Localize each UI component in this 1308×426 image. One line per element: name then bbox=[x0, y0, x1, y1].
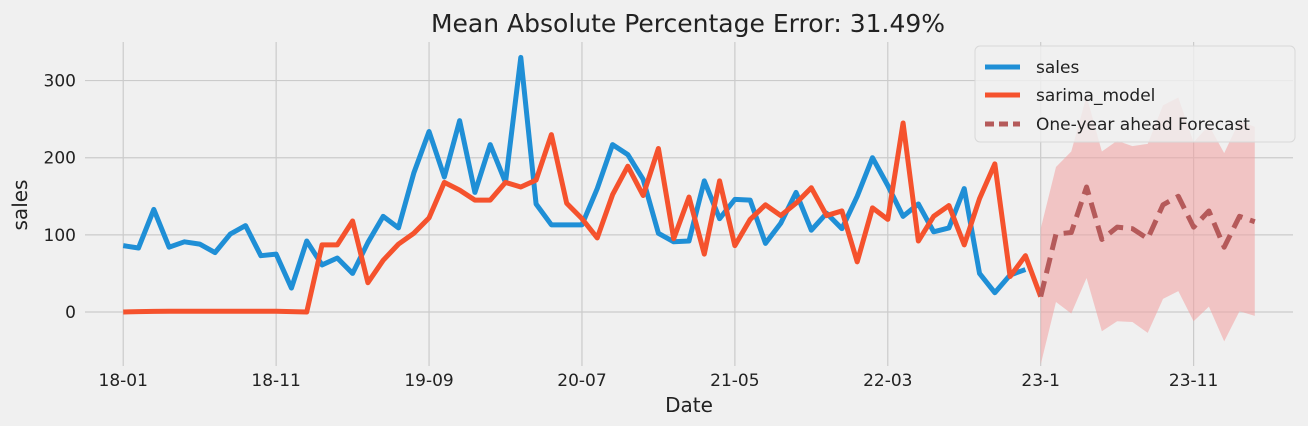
legend-label-sarima-model: sarima_model bbox=[1036, 86, 1155, 106]
legend-box bbox=[974, 45, 1296, 143]
y-tick-label: 100 bbox=[44, 226, 76, 246]
series-lines bbox=[122, 54, 1256, 315]
y-axis-label: sales bbox=[8, 180, 32, 231]
x-tick-label: 19-09 bbox=[404, 371, 453, 391]
x-tick-label: 22-03 bbox=[863, 371, 912, 391]
x-tick-label: 23-11 bbox=[1169, 371, 1218, 391]
x-tick-label: 18-01 bbox=[99, 371, 148, 391]
legend-label-sales: sales bbox=[1036, 58, 1079, 78]
y-tick-label: 0 bbox=[65, 303, 76, 323]
x-tick-labels: 18-01 18-11 19-09 20-07 21-05 22-03 23-1 23-11 bbox=[99, 371, 1219, 391]
forecast-line bbox=[1038, 184, 1256, 298]
forecast-confidence-band bbox=[1040, 96, 1255, 365]
sarima-model-line bbox=[123, 120, 1044, 315]
y-tick-label: 300 bbox=[44, 72, 76, 92]
x-tick-label: 18-11 bbox=[251, 371, 300, 391]
y-tick-labels: 0 100 200 300 bbox=[44, 72, 76, 323]
x-tick-label: 23-1 bbox=[1021, 371, 1060, 391]
x-axis-label: Date bbox=[665, 393, 713, 417]
x-tick-label: 20-07 bbox=[557, 371, 606, 391]
sales-line bbox=[122, 54, 1027, 296]
legend-label-forecast: One-year ahead Forecast bbox=[1036, 115, 1250, 135]
chart-title: Mean Absolute Percentage Error: 31.49% bbox=[431, 9, 945, 38]
legend: sales sarima_model One-year ahead Foreca… bbox=[974, 45, 1296, 143]
x-tick-label: 21-05 bbox=[710, 371, 759, 391]
forecast-band bbox=[1040, 96, 1255, 365]
y-tick-label: 200 bbox=[44, 149, 76, 169]
